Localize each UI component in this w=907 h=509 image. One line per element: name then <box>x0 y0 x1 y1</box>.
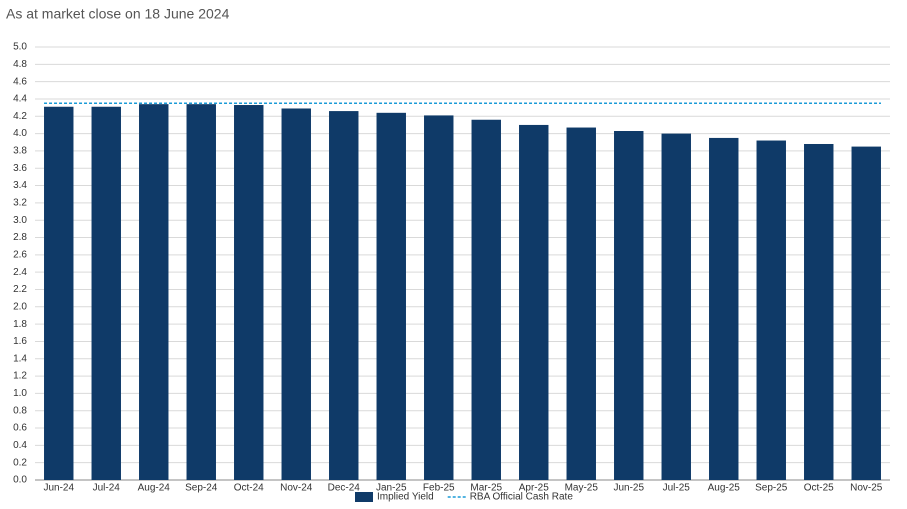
bar <box>471 119 501 480</box>
bar <box>804 143 834 480</box>
bar <box>424 115 454 480</box>
x-tick-label: Jun-24 <box>43 483 74 494</box>
x-tick-label: Jan-25 <box>376 483 407 494</box>
y-tick-label: 1.4 <box>13 353 27 364</box>
x-tick-label: Aug-24 <box>138 483 171 494</box>
bar <box>44 106 74 480</box>
y-tick-label: 0.4 <box>13 440 27 451</box>
y-tick-label: 1.2 <box>13 371 27 382</box>
x-tick-label: May-25 <box>565 483 599 494</box>
y-tick-label: 4.6 <box>13 76 27 87</box>
x-tick-label: Nov-24 <box>280 483 313 494</box>
bar <box>519 124 549 480</box>
x-tick-label: Oct-24 <box>234 483 264 494</box>
y-tick-label: 2.4 <box>13 267 27 278</box>
bar <box>281 108 311 481</box>
bar <box>756 140 786 480</box>
x-tick-label: Mar-25 <box>470 483 502 494</box>
y-tick-label: 3.8 <box>13 146 27 157</box>
y-tick-label: 2.6 <box>13 249 27 260</box>
x-tick-label: Jul-24 <box>93 483 121 494</box>
chart-title: As at market close on 18 June 2024 <box>6 6 230 22</box>
x-tick-label: Feb-25 <box>423 483 455 494</box>
bar <box>376 112 406 480</box>
y-tick-label: 0.8 <box>13 405 27 416</box>
legend-label: RBA Official Cash Rate <box>470 492 574 503</box>
x-tick-label: Jul-25 <box>663 483 691 494</box>
bar <box>614 131 644 480</box>
x-tick-label: Dec-24 <box>328 483 361 494</box>
y-tick-label: 5.0 <box>13 42 27 53</box>
x-tick-label: Nov-25 <box>850 483 883 494</box>
y-tick-label: 0.2 <box>13 457 27 468</box>
y-tick-label: 0.6 <box>13 423 27 434</box>
y-tick-label: 4.8 <box>13 59 27 70</box>
bar <box>851 146 881 480</box>
y-tick-label: 2.2 <box>13 284 27 295</box>
y-tick-label: 1.0 <box>13 388 27 399</box>
bar <box>661 133 691 480</box>
legend-swatch <box>355 492 373 502</box>
y-tick-label: 3.6 <box>13 163 27 174</box>
x-tick-label: Apr-25 <box>519 483 549 494</box>
y-tick-label: 4.2 <box>13 111 27 122</box>
y-tick-label: 0.0 <box>13 475 27 486</box>
y-tick-label: 3.4 <box>13 180 27 191</box>
x-tick-label: Aug-25 <box>708 483 741 494</box>
bar <box>139 104 169 480</box>
y-tick-label: 3.0 <box>13 215 27 226</box>
bar <box>709 137 739 480</box>
x-tick-label: Sep-25 <box>755 483 788 494</box>
y-tick-label: 1.6 <box>13 336 27 347</box>
legend-label: Implied Yield <box>377 492 434 503</box>
bar <box>329 111 359 481</box>
x-tick-label: Oct-25 <box>804 483 834 494</box>
bar <box>566 127 596 481</box>
y-tick-label: 4.0 <box>13 128 27 139</box>
y-tick-label: 2.0 <box>13 301 27 312</box>
bar <box>91 106 121 480</box>
y-tick-label: 3.2 <box>13 198 27 209</box>
y-tick-label: 1.8 <box>13 319 27 330</box>
bar <box>234 105 264 480</box>
y-tick-label: 2.8 <box>13 232 27 243</box>
y-tick-label: 4.4 <box>13 94 27 105</box>
x-tick-label: Sep-24 <box>185 483 218 494</box>
x-tick-label: Jun-25 <box>613 483 644 494</box>
bar <box>186 104 216 480</box>
